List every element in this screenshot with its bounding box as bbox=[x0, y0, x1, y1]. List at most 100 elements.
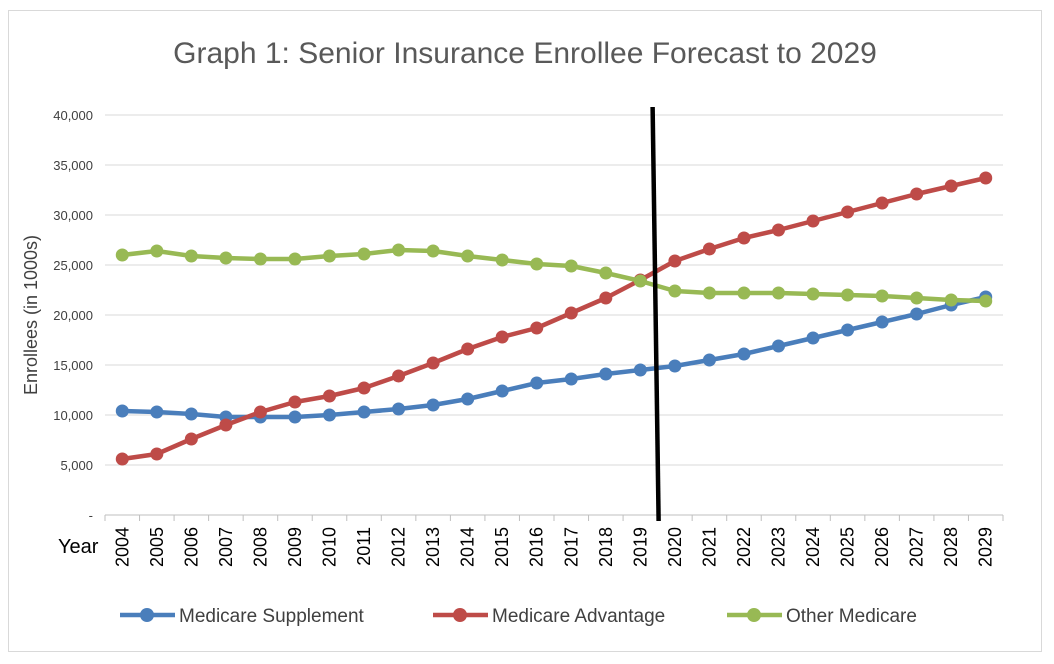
legend-swatch-marker bbox=[140, 608, 154, 622]
forecast-divider-line bbox=[650, 106, 661, 522]
y-tick-label: 30,000 bbox=[53, 208, 93, 223]
data-point-medicare-supplement bbox=[288, 410, 302, 424]
data-point-medicare-supplement bbox=[806, 331, 820, 345]
x-tick-label: 2027 bbox=[907, 527, 927, 567]
x-tick-label: 2009 bbox=[285, 527, 305, 567]
data-point-other-medicare bbox=[392, 243, 406, 257]
data-point-medicare-advantage bbox=[461, 342, 475, 356]
data-point-medicare-supplement bbox=[530, 376, 544, 390]
legend-label: Medicare Supplement bbox=[179, 606, 365, 627]
data-point-medicare-advantage bbox=[599, 291, 613, 305]
data-point-medicare-advantage bbox=[426, 356, 440, 370]
data-point-medicare-supplement bbox=[599, 367, 613, 381]
data-point-other-medicare bbox=[288, 252, 302, 266]
x-tick-label: 2011 bbox=[354, 527, 374, 566]
y-tick-label: 25,000 bbox=[53, 258, 93, 273]
legend-label: Other Medicare bbox=[786, 606, 917, 627]
data-point-medicare-supplement bbox=[910, 307, 924, 321]
data-point-medicare-supplement bbox=[737, 347, 751, 361]
data-point-medicare-supplement bbox=[841, 323, 855, 337]
data-point-other-medicare bbox=[530, 257, 544, 271]
data-point-other-medicare bbox=[184, 249, 198, 263]
series-medicare-supplement bbox=[115, 290, 993, 424]
data-point-other-medicare bbox=[426, 244, 440, 258]
data-point-medicare-supplement bbox=[772, 339, 785, 353]
x-tick-label: 2020 bbox=[665, 527, 685, 567]
data-point-medicare-advantage bbox=[944, 179, 958, 193]
y-tick-label: 20,000 bbox=[53, 308, 93, 323]
x-tick-label: 2006 bbox=[181, 527, 201, 567]
series-medicare-advantage bbox=[115, 171, 993, 466]
data-point-medicare-supplement bbox=[668, 359, 682, 373]
data-point-medicare-advantage bbox=[115, 452, 129, 466]
data-point-medicare-advantage bbox=[323, 389, 336, 403]
data-point-other-medicare bbox=[875, 289, 889, 303]
gridlines bbox=[105, 114, 1003, 516]
data-point-medicare-advantage bbox=[495, 330, 509, 344]
x-tick-label: 2024 bbox=[803, 527, 823, 567]
chart-title: Graph 1: Senior Insurance Enrollee Forec… bbox=[173, 37, 877, 70]
data-point-other-medicare bbox=[564, 259, 578, 273]
x-tick-label: 2028 bbox=[941, 527, 961, 567]
x-tick-label: 2022 bbox=[734, 527, 754, 567]
x-tick-label: 2018 bbox=[596, 527, 616, 567]
x-tick-label: 2010 bbox=[320, 527, 340, 567]
data-point-other-medicare bbox=[668, 284, 682, 298]
data-point-medicare-advantage bbox=[772, 223, 785, 237]
series-line-medicare-advantage bbox=[120, 175, 988, 462]
data-point-medicare-advantage bbox=[288, 395, 302, 409]
y-tick-label: 15,000 bbox=[53, 358, 93, 373]
y-tick-label: 35,000 bbox=[53, 158, 93, 173]
data-point-medicare-advantage bbox=[184, 432, 198, 446]
data-point-medicare-supplement bbox=[392, 402, 406, 416]
y-tick-label: 5,000 bbox=[60, 458, 93, 473]
data-point-other-medicare bbox=[910, 291, 924, 305]
x-tick-label: 2021 bbox=[699, 527, 719, 567]
legend-item-medicare-advantage: Medicare Advantage bbox=[433, 606, 665, 627]
data-point-medicare-supplement bbox=[150, 405, 164, 419]
y-tick-label: 40,000 bbox=[53, 108, 93, 123]
data-point-other-medicare bbox=[219, 251, 233, 265]
data-point-other-medicare bbox=[737, 286, 751, 300]
data-point-other-medicare bbox=[772, 286, 785, 300]
data-point-medicare-supplement bbox=[357, 405, 371, 419]
x-tick-label: 2013 bbox=[423, 527, 443, 567]
y-tick-label: - bbox=[89, 508, 93, 523]
y-tick-label: 10,000 bbox=[53, 408, 93, 423]
data-point-medicare-supplement bbox=[461, 392, 475, 406]
data-point-other-medicare bbox=[599, 266, 613, 280]
data-point-other-medicare bbox=[357, 247, 371, 261]
data-point-other-medicare bbox=[150, 244, 164, 258]
data-point-medicare-advantage bbox=[564, 306, 578, 320]
data-point-medicare-advantage bbox=[979, 171, 993, 185]
data-point-medicare-advantage bbox=[875, 196, 889, 210]
data-point-medicare-supplement bbox=[184, 407, 198, 421]
x-tick-label: 2007 bbox=[216, 527, 236, 567]
x-tick-label: 2008 bbox=[250, 527, 270, 567]
data-point-medicare-supplement bbox=[875, 315, 889, 329]
legend-label: Medicare Advantage bbox=[492, 606, 665, 627]
legend-item-medicare-supplement: Medicare Supplement bbox=[120, 606, 365, 627]
data-point-medicare-supplement bbox=[633, 363, 647, 377]
data-point-other-medicare bbox=[806, 287, 820, 301]
y-axis-ticks: - 5,000 10,000 15,000 20,000 25,000 30,000 35,0… bbox=[53, 108, 93, 523]
data-point-medicare-advantage bbox=[841, 205, 855, 219]
data-point-other-medicare bbox=[495, 253, 509, 267]
data-point-other-medicare bbox=[461, 249, 475, 263]
x-tick-label: 2025 bbox=[838, 527, 858, 567]
data-point-other-medicare bbox=[702, 286, 716, 300]
data-point-medicare-advantage bbox=[392, 369, 406, 383]
data-point-medicare-supplement bbox=[495, 384, 509, 398]
x-tick-label: 2015 bbox=[492, 527, 512, 567]
data-point-medicare-advantage bbox=[357, 381, 371, 395]
data-point-other-medicare bbox=[253, 252, 267, 266]
data-point-medicare-advantage bbox=[910, 187, 924, 201]
legend: Medicare Supplement Medicare Advantage Oth… bbox=[120, 606, 917, 627]
data-point-medicare-advantage bbox=[806, 214, 820, 228]
data-point-other-medicare bbox=[979, 294, 993, 308]
data-point-medicare-supplement bbox=[564, 372, 578, 386]
data-point-medicare-supplement bbox=[702, 353, 716, 367]
series-line-other-medicare bbox=[120, 247, 988, 304]
x-tick-label: 2004 bbox=[112, 527, 132, 567]
